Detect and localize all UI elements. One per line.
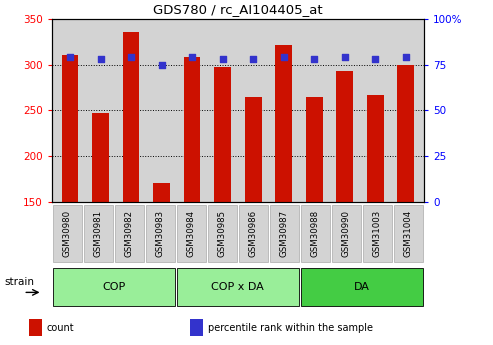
FancyBboxPatch shape xyxy=(146,205,175,262)
Point xyxy=(158,62,166,68)
Point xyxy=(402,55,410,60)
Bar xyxy=(62,55,78,202)
Bar xyxy=(190,319,203,336)
Bar xyxy=(367,95,384,202)
Point xyxy=(188,55,196,60)
Text: DA: DA xyxy=(354,282,370,292)
Bar xyxy=(29,319,42,336)
Bar xyxy=(184,57,201,202)
Bar xyxy=(214,67,231,202)
FancyBboxPatch shape xyxy=(301,205,330,262)
Text: GSM30986: GSM30986 xyxy=(249,210,258,257)
Text: percentile rank within the sample: percentile rank within the sample xyxy=(208,323,373,333)
Bar xyxy=(397,65,414,202)
Bar xyxy=(336,71,353,202)
Point xyxy=(310,57,318,62)
Point xyxy=(341,55,349,60)
Text: COP: COP xyxy=(102,282,125,292)
Text: GSM31004: GSM31004 xyxy=(404,210,413,257)
Title: GDS780 / rc_AI104405_at: GDS780 / rc_AI104405_at xyxy=(153,3,323,17)
FancyBboxPatch shape xyxy=(53,268,175,306)
Point xyxy=(249,57,257,62)
Text: GSM30988: GSM30988 xyxy=(311,210,320,257)
Text: GSM30982: GSM30982 xyxy=(125,210,134,257)
FancyBboxPatch shape xyxy=(332,205,361,262)
Bar xyxy=(306,97,322,202)
Point xyxy=(219,57,227,62)
Text: count: count xyxy=(47,323,74,333)
FancyBboxPatch shape xyxy=(115,205,143,262)
FancyBboxPatch shape xyxy=(363,205,392,262)
Text: GSM30987: GSM30987 xyxy=(280,210,289,257)
Bar xyxy=(245,97,261,202)
Point xyxy=(280,55,287,60)
Text: GSM30990: GSM30990 xyxy=(342,210,351,257)
FancyBboxPatch shape xyxy=(270,205,299,262)
Text: GSM30983: GSM30983 xyxy=(156,210,165,257)
Text: GSM31003: GSM31003 xyxy=(373,210,382,257)
Bar xyxy=(92,113,109,202)
Text: GSM30980: GSM30980 xyxy=(63,210,72,257)
FancyBboxPatch shape xyxy=(84,205,112,262)
Text: GSM30985: GSM30985 xyxy=(218,210,227,257)
FancyBboxPatch shape xyxy=(177,205,206,262)
FancyBboxPatch shape xyxy=(239,205,268,262)
Text: GSM30981: GSM30981 xyxy=(94,210,103,257)
FancyBboxPatch shape xyxy=(53,205,81,262)
Text: strain: strain xyxy=(4,277,34,287)
Text: GSM30984: GSM30984 xyxy=(187,210,196,257)
FancyBboxPatch shape xyxy=(394,205,423,262)
Point xyxy=(127,55,135,60)
Point xyxy=(66,55,74,60)
FancyBboxPatch shape xyxy=(301,268,423,306)
Bar xyxy=(153,183,170,202)
Point xyxy=(97,57,105,62)
Bar xyxy=(275,45,292,202)
FancyBboxPatch shape xyxy=(177,268,299,306)
Text: COP x DA: COP x DA xyxy=(211,282,264,292)
Point xyxy=(371,57,379,62)
Bar xyxy=(123,32,140,202)
FancyBboxPatch shape xyxy=(208,205,237,262)
